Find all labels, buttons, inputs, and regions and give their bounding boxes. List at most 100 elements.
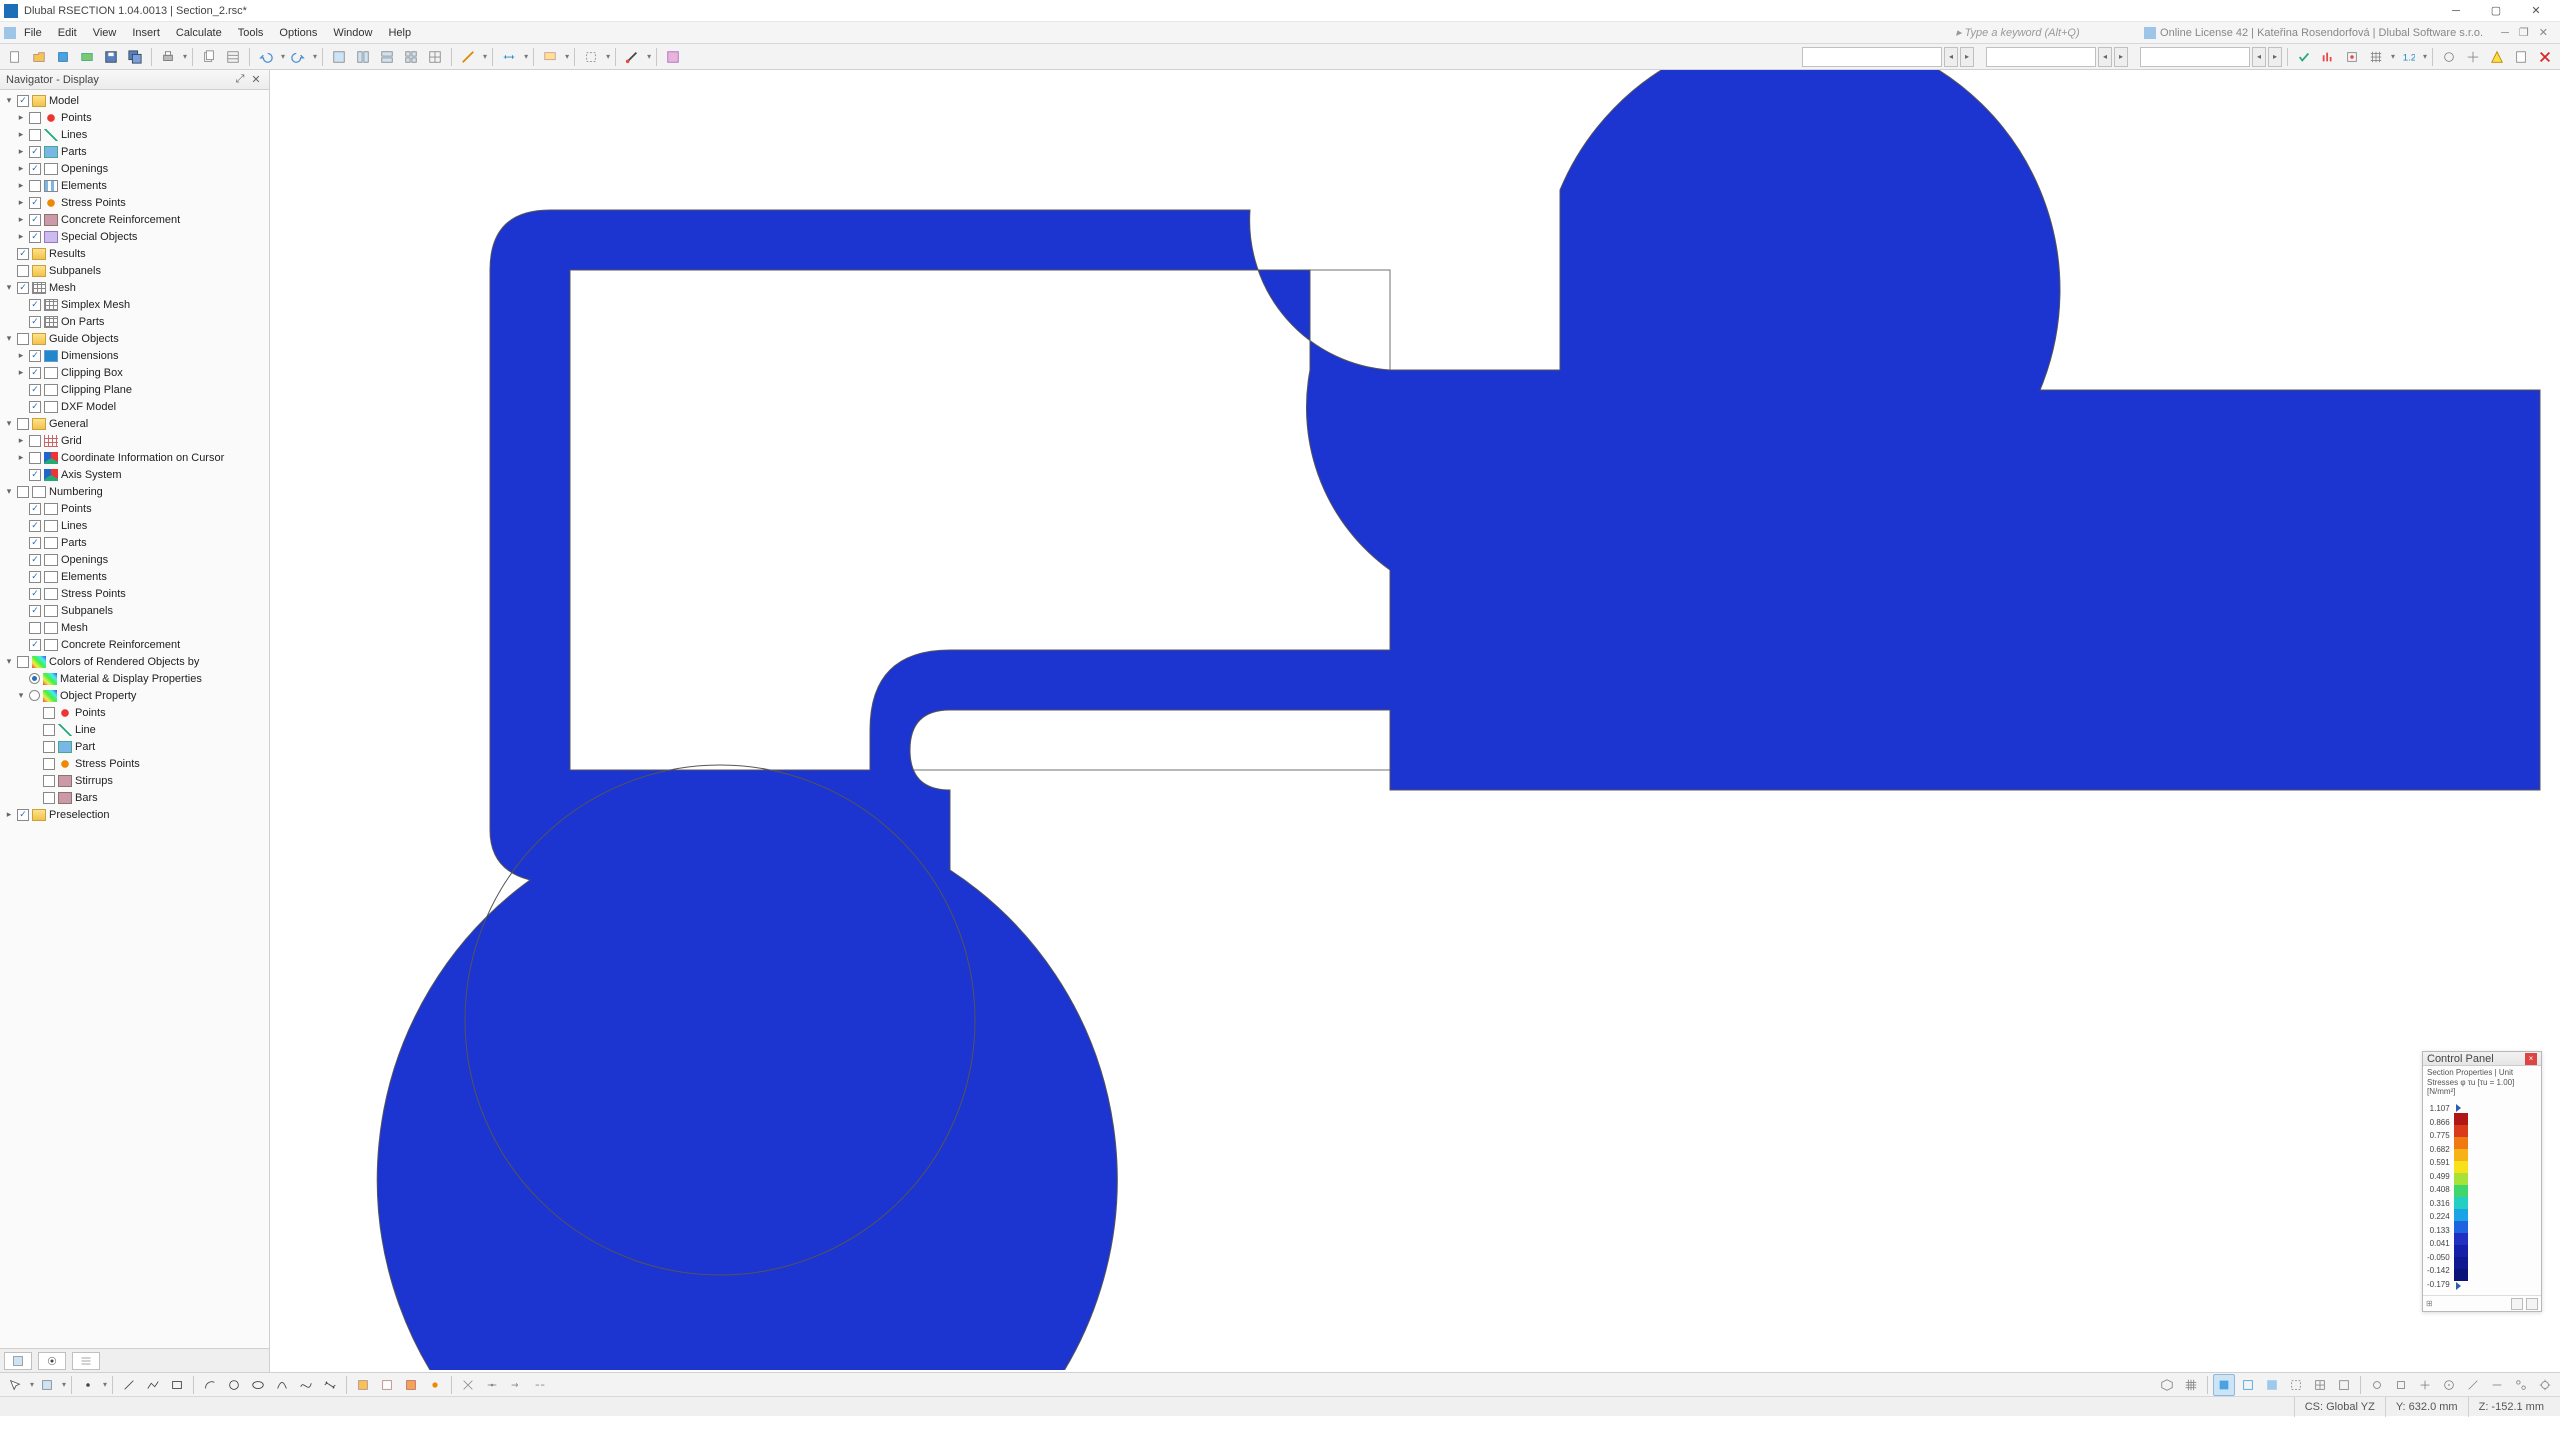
loadcase-combo-3[interactable] — [2140, 47, 2250, 67]
polyline-button[interactable] — [142, 1374, 164, 1396]
tree-item[interactable]: ▸Lines — [2, 126, 267, 143]
point-button[interactable] — [77, 1374, 99, 1396]
menu-window[interactable]: Window — [325, 22, 380, 44]
new-object-button[interactable] — [36, 1374, 58, 1396]
child-minimize-icon[interactable]: ─ — [2501, 27, 2509, 39]
nurbs-button[interactable] — [319, 1374, 341, 1396]
loadcase-prev-3[interactable]: ◂ — [2252, 47, 2266, 67]
filter-1-button[interactable] — [2438, 46, 2460, 68]
snap-2-button[interactable] — [2390, 1374, 2412, 1396]
tree-item[interactable]: ▸Concrete Reinforcement — [2, 211, 267, 228]
filter-2-button[interactable] — [2462, 46, 2484, 68]
tree-item[interactable]: Simplex Mesh — [2, 296, 267, 313]
tree-item[interactable]: ▸Stress Points — [2, 194, 267, 211]
dimension-button[interactable] — [498, 46, 520, 68]
opening-new-button[interactable] — [376, 1374, 398, 1396]
tree-item[interactable]: ▸Preselection — [2, 806, 267, 823]
nav-tab-data[interactable] — [4, 1352, 32, 1370]
child-close-icon[interactable]: ✕ — [2539, 26, 2548, 39]
tree-item[interactable]: ▸Clipping Box — [2, 364, 267, 381]
window-5-button[interactable] — [424, 46, 446, 68]
keyword-search[interactable]: ▸ Type a keyword (Alt+Q) — [1956, 26, 2136, 39]
tree-item[interactable]: ▾Object Property — [2, 687, 267, 704]
tree-item[interactable]: ▸Openings — [2, 160, 267, 177]
view-grid-button[interactable] — [2180, 1374, 2202, 1396]
nav-tab-views[interactable] — [72, 1352, 100, 1370]
print-button[interactable] — [157, 46, 179, 68]
snap-7-button[interactable] — [2510, 1374, 2532, 1396]
plausibility-button[interactable] — [662, 46, 684, 68]
line-button[interactable] — [118, 1374, 140, 1396]
control-panel-close-icon[interactable]: × — [2525, 1053, 2537, 1065]
tree-item[interactable]: Openings — [2, 551, 267, 568]
tree-item[interactable]: Part — [2, 738, 267, 755]
control-panel-header[interactable]: Control Panel × — [2423, 1052, 2541, 1066]
viewmode-5-button[interactable] — [2309, 1374, 2331, 1396]
comment-button[interactable] — [539, 46, 561, 68]
tree-item[interactable]: ▸Parts — [2, 143, 267, 160]
menu-insert[interactable]: Insert — [124, 22, 168, 44]
save-all-button[interactable] — [124, 46, 146, 68]
results-nav-button[interactable] — [2341, 46, 2363, 68]
loadcase-prev-1[interactable]: ◂ — [1944, 47, 1958, 67]
arc-button[interactable] — [199, 1374, 221, 1396]
tree-item[interactable]: Points — [2, 500, 267, 517]
tree-item[interactable]: ▸Special Objects — [2, 228, 267, 245]
tree-item[interactable]: Subpanels — [2, 602, 267, 619]
window-1-button[interactable] — [328, 46, 350, 68]
divide-button[interactable] — [481, 1374, 503, 1396]
minimize-button[interactable]: ─ — [2436, 0, 2476, 22]
loadcase-combo-1[interactable] — [1802, 47, 1942, 67]
select-button[interactable] — [4, 1374, 26, 1396]
spline-button[interactable] — [295, 1374, 317, 1396]
tree-item[interactable]: Stress Points — [2, 585, 267, 602]
snap-3-button[interactable] — [2414, 1374, 2436, 1396]
open-button[interactable] — [28, 46, 50, 68]
loadcase-combo-2[interactable] — [1986, 47, 2096, 67]
viewmode-2-button[interactable] — [2237, 1374, 2259, 1396]
results-mesh-button[interactable] — [2365, 46, 2387, 68]
tree-item[interactable]: ▾Mesh — [2, 279, 267, 296]
save-button[interactable] — [100, 46, 122, 68]
tree-item[interactable]: ▸Points — [2, 109, 267, 126]
tree-item[interactable]: Lines — [2, 517, 267, 534]
viewmode-6-button[interactable] — [2333, 1374, 2355, 1396]
viewmode-4-button[interactable] — [2285, 1374, 2307, 1396]
tree-item[interactable]: ▸Coordinate Information on Cursor — [2, 449, 267, 466]
warning-button[interactable] — [2486, 46, 2508, 68]
menu-calculate[interactable]: Calculate — [168, 22, 230, 44]
tree-item[interactable]: ▸Elements — [2, 177, 267, 194]
redo-button[interactable] — [287, 46, 309, 68]
ellipse-button[interactable] — [247, 1374, 269, 1396]
menu-help[interactable]: Help — [380, 22, 419, 44]
window-3-button[interactable] — [376, 46, 398, 68]
tree-item[interactable]: ▾Model — [2, 92, 267, 109]
element-new-button[interactable] — [400, 1374, 422, 1396]
tree-item[interactable]: Elements — [2, 568, 267, 585]
menu-edit[interactable]: Edit — [50, 22, 85, 44]
viewport[interactable]: Control Panel × Section Properties | Uni… — [270, 70, 2560, 1372]
navigator-close-icon[interactable]: ✕ — [249, 73, 263, 87]
clipping-button[interactable] — [580, 46, 602, 68]
undo-button[interactable] — [255, 46, 277, 68]
navigator-tree[interactable]: ▾Model▸Points▸Lines▸Parts▸Openings▸Eleme… — [0, 90, 269, 1348]
intersect-button[interactable] — [457, 1374, 479, 1396]
tree-item[interactable]: Subpanels — [2, 262, 267, 279]
snap-4-button[interactable] — [2438, 1374, 2460, 1396]
child-restore-icon[interactable]: ❐ — [2519, 26, 2529, 39]
viewmode-3-button[interactable] — [2261, 1374, 2283, 1396]
tree-item[interactable]: On Parts — [2, 313, 267, 330]
tree-item[interactable]: ▾Numbering — [2, 483, 267, 500]
settings-button[interactable] — [222, 46, 244, 68]
menu-file[interactable]: File — [16, 22, 50, 44]
snap-5-button[interactable] — [2462, 1374, 2484, 1396]
loadcase-next-2[interactable]: ▸ — [2114, 47, 2128, 67]
calculate-button[interactable] — [2293, 46, 2315, 68]
measure-button[interactable] — [457, 46, 479, 68]
snap-1-button[interactable] — [2366, 1374, 2388, 1396]
tree-item[interactable]: Bars — [2, 789, 267, 806]
rect-line-button[interactable] — [166, 1374, 188, 1396]
new-button[interactable] — [4, 46, 26, 68]
join-button[interactable] — [529, 1374, 551, 1396]
navigator-pin-icon[interactable]: ⤢ — [233, 73, 247, 87]
